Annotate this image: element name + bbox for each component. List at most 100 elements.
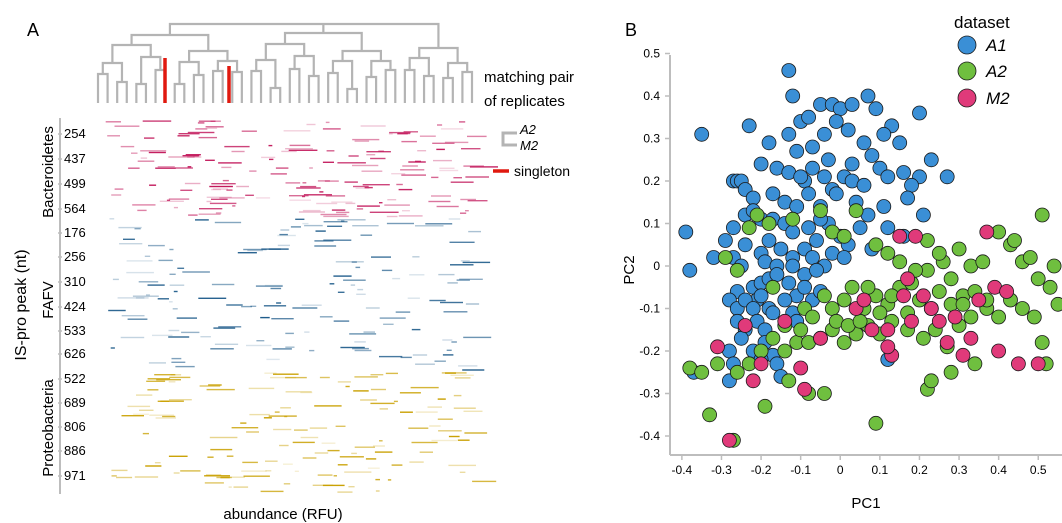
point-a2 (817, 386, 832, 401)
heatmap-cell (453, 394, 462, 397)
heatmap-cell (246, 344, 272, 347)
point-a1 (753, 156, 769, 172)
point-a2 (931, 284, 947, 299)
heatmap-cell (111, 469, 128, 472)
scatter-axes: -0.4 -0.3 -0.2 -0.1 0 0.1 0.2 0.3 0.4 0.5 0.5 0.4 0.… (639, 47, 1062, 477)
heatmap-cell (459, 471, 466, 473)
heatmap-cell (171, 361, 186, 363)
heatmap-cell (168, 198, 190, 200)
heatmap-cell (266, 358, 280, 361)
legend-label-a2: A2 (985, 62, 1007, 81)
point-a1 (777, 292, 793, 308)
heatmap-cell (462, 261, 491, 264)
row-tick-label: 256 (64, 249, 86, 264)
heatmap-cell (453, 407, 476, 409)
point-m2 (896, 288, 911, 304)
heatmap-cell (188, 214, 198, 216)
heatmap-cell (447, 282, 458, 284)
point-a1 (761, 135, 777, 151)
heatmap-cell (391, 464, 403, 466)
heatmap-cell (210, 348, 234, 350)
heatmap-cell (169, 248, 174, 251)
heatmap-cell (210, 448, 233, 451)
heatmap-cell (245, 194, 254, 196)
heatmap-cell (411, 441, 438, 444)
heatmap-cell (283, 483, 291, 485)
x-tick-label: 0.5 (1030, 463, 1047, 477)
heatmap-cell (127, 318, 148, 320)
point-a2 (757, 398, 773, 414)
point-a2 (975, 254, 991, 270)
heatmap-cell (367, 467, 380, 469)
point-a1 (797, 279, 812, 295)
heatmap-cell (114, 188, 124, 190)
heatmap-cell (387, 199, 397, 201)
heatmap-cell (320, 213, 347, 216)
point-a1 (805, 139, 820, 155)
point-a1 (781, 126, 797, 142)
point-a1 (769, 356, 785, 372)
heatmap-cell (325, 121, 330, 124)
heatmap-cell (108, 309, 126, 312)
heatmap-cell (340, 346, 365, 349)
point-a1 (781, 275, 797, 291)
heatmap-cell (360, 399, 377, 401)
legend-label-m2: M2 (986, 89, 1010, 108)
heatmap-cell (285, 346, 295, 348)
heatmap-cell (339, 456, 364, 458)
y-tick-label: -0.3 (639, 387, 660, 401)
heatmap-cell (345, 202, 356, 205)
heatmap-cell (205, 126, 224, 128)
heatmap-cell (204, 475, 230, 477)
heatmap-cell (450, 374, 474, 376)
heatmap-cell (425, 223, 453, 225)
heatmap-cell (157, 166, 175, 168)
heatmap-cell (354, 376, 378, 378)
heatmap-cell (193, 155, 199, 158)
point-a2 (860, 279, 876, 295)
heatmap-cell (207, 127, 218, 129)
heatmap-cell (345, 385, 350, 388)
heatmap-cell (352, 225, 379, 227)
heatmap-cell (294, 429, 308, 431)
point-a1 (868, 101, 884, 117)
heatmap-cell (232, 205, 236, 207)
heatmap-cell (467, 200, 488, 202)
x-tick-label: 0 (837, 463, 844, 477)
heatmap-cell (135, 297, 149, 299)
heatmap-cell (200, 336, 211, 338)
heatmap-cell (464, 432, 488, 434)
heatmap-cell (121, 315, 145, 317)
heatmap-cell (109, 218, 115, 220)
point-a1 (781, 63, 797, 78)
heatmap-cell (134, 228, 141, 230)
point-a1 (737, 237, 753, 253)
panel-a: A matching pair of replicates 254 437 499 5… (13, 20, 574, 523)
heatmap-cell (195, 128, 208, 130)
heatmap-cell (400, 356, 412, 359)
point-a1 (864, 148, 880, 163)
heatmap-cell (427, 406, 442, 408)
point-a2 (1022, 250, 1038, 265)
heatmap-cell (429, 425, 441, 427)
heatmap-cell (363, 331, 375, 333)
heatmap-cell (155, 417, 176, 419)
heatmap-cell (295, 218, 305, 220)
point-a1 (821, 152, 836, 168)
heatmap-cell (236, 185, 249, 188)
point-a2 (836, 335, 852, 350)
heatmap-cell (145, 465, 162, 467)
heatmap-cell (327, 225, 343, 227)
heatmap-cell (436, 205, 459, 208)
point-a1 (718, 233, 733, 248)
heatmap-cell (260, 316, 270, 319)
heatmap-cell (187, 166, 192, 168)
heatmap-cell (374, 451, 393, 453)
heatmap-cell (292, 307, 318, 309)
heatmap-cell (199, 385, 221, 387)
point-a2 (694, 364, 710, 380)
point-a2 (868, 415, 884, 431)
point-a2 (1015, 301, 1030, 316)
heatmap-cell (198, 136, 217, 139)
point-a1 (828, 114, 844, 129)
